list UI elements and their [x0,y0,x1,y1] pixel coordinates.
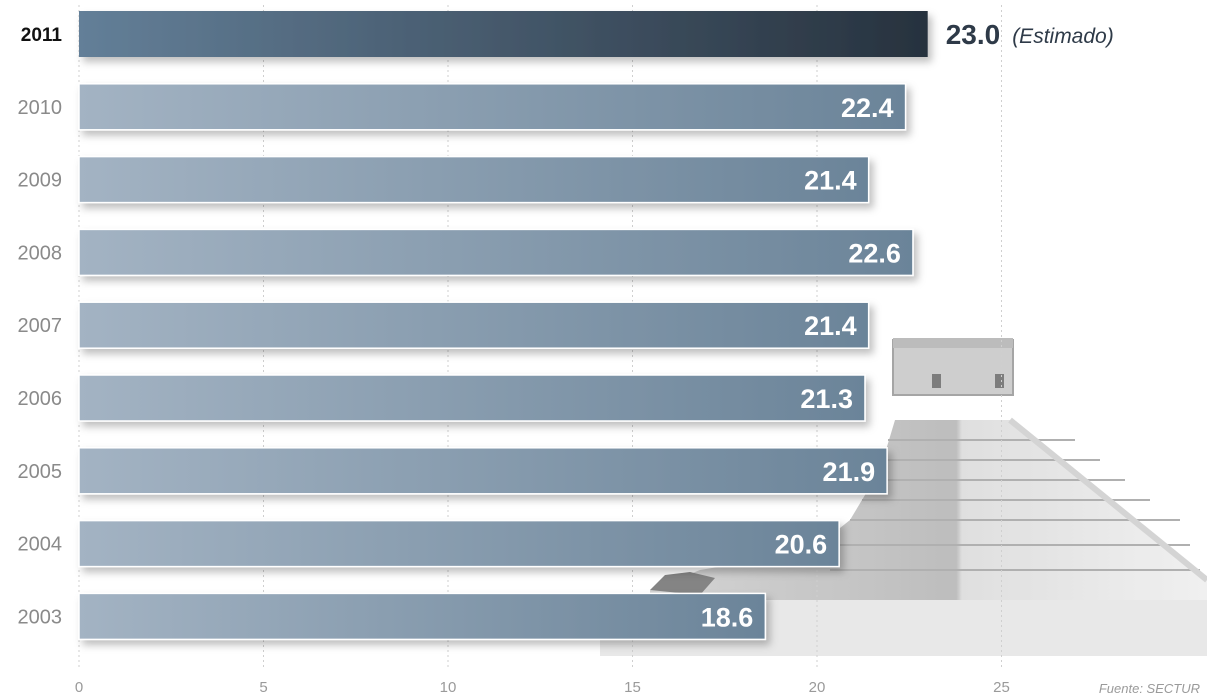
category-label-2005: 2005 [18,461,63,483]
bar-2010 [78,83,907,131]
source-note: Fuente: SECTUR [1099,681,1200,696]
value-label-2010: 22.4 [841,93,894,123]
category-labels: 2011 2010 2009 2008 2007 2006 2005 2004 2003 [18,25,63,628]
value-label-2004: 20.6 [775,530,828,560]
pyramid-icon [600,338,1207,656]
value-label-2011: 23.0 [946,19,1001,50]
bar-2011 [79,11,928,57]
category-label-2007: 2007 [18,315,63,337]
value-label-2007: 21.4 [804,311,857,341]
bar-2009 [78,155,870,204]
bar-2008 [78,228,914,277]
bars [78,11,928,641]
bar-2004 [78,519,840,568]
value-label-2006: 21.3 [800,384,853,414]
x-tick-label: 10 [440,679,457,696]
category-label-2009: 2009 [18,170,63,192]
x-axis-ticks: 0 5 10 15 20 25 [75,679,1010,696]
value-label-2008: 22.6 [848,238,901,268]
value-label-2009: 21.4 [804,166,857,196]
x-tick-label: 15 [624,679,641,696]
estimate-note: (Estimado) [1012,25,1114,48]
category-label-2004: 2004 [18,534,63,556]
category-label-2011: 2011 [21,25,63,46]
x-tick-label: 25 [993,679,1010,696]
x-tick-label: 0 [75,679,83,696]
x-tick-label: 5 [259,679,267,696]
value-label-2003: 18.6 [701,602,754,632]
bar-2006 [78,374,866,422]
category-label-2006: 2006 [18,388,63,410]
category-label-2008: 2008 [18,242,63,264]
value-label-2005: 21.9 [823,457,876,487]
bar-2005 [78,447,888,495]
category-label-2010: 2010 [18,97,63,119]
value-labels: 23.0 (Estimado) 22.4 21.4 22.6 21.4 21.3 21.9 20… [701,19,1114,632]
bar-2003 [78,592,767,641]
x-tick-label: 20 [809,679,826,696]
bar-2007 [78,301,870,349]
category-label-2003: 2003 [18,606,63,628]
